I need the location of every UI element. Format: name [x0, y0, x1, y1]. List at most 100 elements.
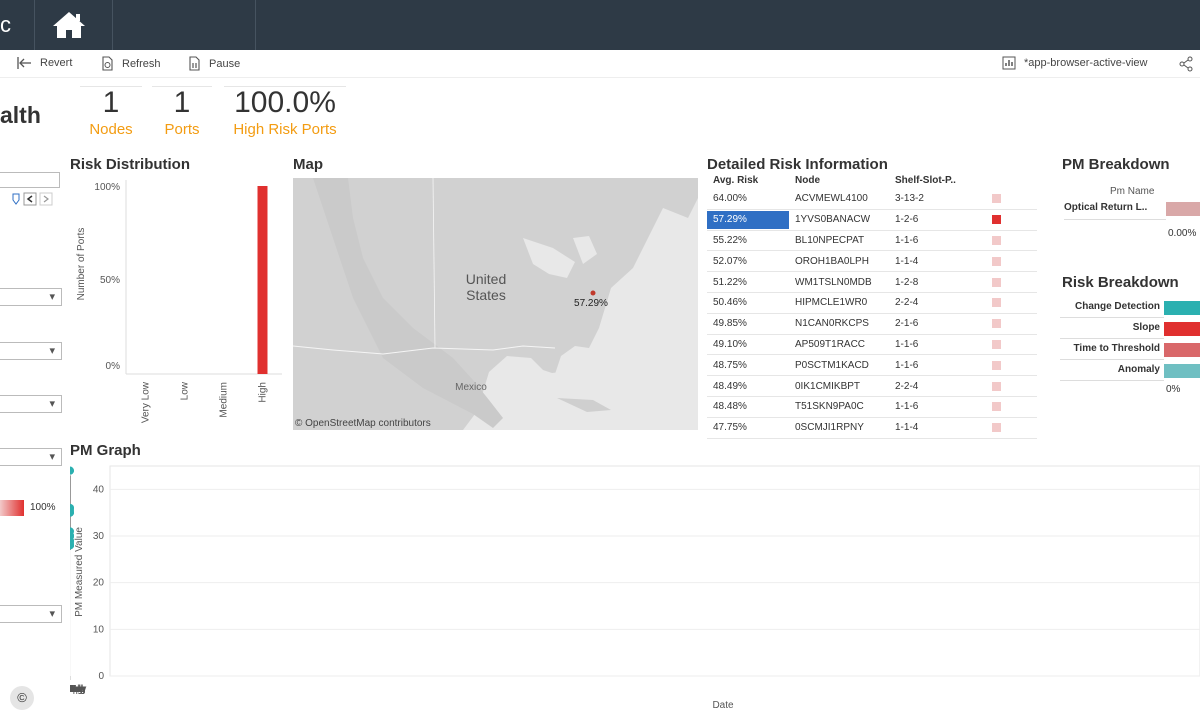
slider-handle-icon[interactable]: [12, 193, 20, 205]
cell-shelf-slot-port: 3-13-2: [895, 193, 924, 205]
pm-graph-chart: PM Measured Value Date 0 10 20 30 40 19 Jan3 …: [70, 465, 1200, 711]
risk-breakdown-bar[interactable]: [1164, 301, 1200, 315]
pm-graph-ytick: 40: [93, 484, 105, 495]
filter-dropdown-3[interactable]: [0, 395, 62, 413]
table-row[interactable]: 48.48% T51SKN9PA0C 1-1-6: [707, 397, 1037, 418]
filter-dropdown-4[interactable]: [0, 448, 62, 466]
table-row[interactable]: 52.07% OROH1BA0LPH 1-1-4: [707, 251, 1037, 273]
risk-breakdown-row[interactable]: Change Detection: [1060, 298, 1200, 318]
cell-shelf-slot-port: 1-1-6: [895, 359, 919, 371]
table-row[interactable]: 47.75% 0SCMJI1RPNY 1-1-4: [707, 418, 1037, 439]
risk-breakdown-bar[interactable]: [1164, 322, 1200, 336]
home-icon[interactable]: [50, 9, 88, 41]
refresh-button[interactable]: Refresh: [100, 56, 161, 71]
table-row[interactable]: 49.85% N1CAN0RKCPS 2-1-6: [707, 314, 1037, 335]
risk-breakdown-bar[interactable]: [1164, 364, 1200, 378]
pm-graph-ytick: 20: [93, 578, 105, 589]
filter-text-input[interactable]: [0, 172, 60, 188]
map-view[interactable]: United States Mexico 57.29% © OpenStreet…: [293, 178, 698, 430]
map-marker[interactable]: [590, 290, 596, 296]
cell-avg-risk: 48.48%: [713, 401, 747, 413]
risk-breakdown-bar[interactable]: [1164, 343, 1200, 357]
filter-dropdown-1[interactable]: [0, 288, 62, 306]
pm-graph-xtick: 31 Aug: [70, 684, 86, 695]
detailed-risk-title: Detailed Risk Information: [707, 156, 888, 173]
risk-color-swatch: [991, 381, 1001, 391]
pm-graph-xtick: 19 Jan: [70, 684, 85, 695]
table-row[interactable]: 55.22% BL10NPECPAT 1-1-6: [707, 231, 1037, 252]
cell-node: AP509T1RACC: [795, 338, 866, 350]
kpi-value: 100.0%: [234, 86, 336, 119]
kpi-divider: [152, 86, 212, 87]
color-legend-bar: [0, 500, 24, 516]
pm-graph-xtick: 1 Aug: [70, 684, 83, 695]
prev-button[interactable]: [23, 192, 37, 206]
risk-color-swatch: [991, 235, 1001, 245]
divider: [112, 0, 113, 50]
column-header[interactable]: Shelf-Slot-P..: [895, 175, 956, 186]
refresh-label: Refresh: [122, 57, 161, 70]
table-row[interactable]: 50.46% HIPMCLE1WR0 2-2-4: [707, 293, 1037, 314]
risk-category-label: Medium: [219, 382, 230, 418]
pm-graph-ytick: 10: [93, 624, 105, 635]
risk-breakdown-row[interactable]: Slope: [1060, 319, 1200, 339]
risk-bar-high[interactable]: [257, 186, 268, 374]
pm-breakdown-bar[interactable]: [1166, 202, 1200, 216]
slider-control[interactable]: [10, 192, 60, 206]
table-row[interactable]: 48.75% P0SCTM1KACD 1-1-6: [707, 355, 1037, 377]
risk-dist-ytick: 100%: [94, 182, 120, 193]
risk-breakdown-row[interactable]: Anomaly: [1060, 361, 1200, 381]
pause-label: Pause: [209, 57, 241, 70]
filter-dropdown-2[interactable]: [0, 342, 62, 360]
revert-icon: [17, 57, 31, 69]
cell-shelf-slot-port: 1-1-6: [895, 234, 919, 246]
pm-graph-title: PM Graph: [70, 442, 141, 459]
risk-breakdown-row[interactable]: Time to Threshold: [1060, 340, 1200, 360]
map-label-mexico: Mexico: [455, 382, 487, 393]
view-selector[interactable]: *app-browser-active-view: [1002, 56, 1148, 70]
risk-dist-ytick: 0%: [106, 361, 121, 372]
pm-graph-xtick: 19 Mar: [70, 684, 86, 695]
view-name: *app-browser-active-view: [1024, 57, 1148, 69]
table-row[interactable]: 57.29% 1YVS0BANACW 1-2-6: [707, 210, 1037, 231]
cell-node: WM1TSLN0MDB: [795, 276, 872, 288]
next-button[interactable]: [39, 192, 53, 206]
revert-label: Revert: [40, 57, 73, 69]
cell-avg-risk: 48.75%: [713, 359, 747, 371]
cell-shelf-slot-port: 1-2-6: [895, 214, 919, 226]
column-header[interactable]: Avg. Risk: [713, 175, 759, 186]
pause-button[interactable]: Pause: [187, 56, 240, 71]
cell-node: ACVMEWL4100: [795, 193, 868, 205]
risk-color-swatch: [991, 298, 1001, 308]
map-attribution[interactable]: © OpenStreetMap contributors: [295, 418, 431, 429]
filter-dropdown-5[interactable]: [0, 605, 62, 623]
cell-shelf-slot-port: 1-1-4: [895, 255, 919, 267]
pm-data-point[interactable]: [70, 541, 74, 550]
table-row[interactable]: 49.10% AP509T1RACC 1-1-6: [707, 335, 1037, 356]
toolbar: Revert Refresh Pause *app-browser-active…: [0, 50, 1200, 78]
cell-node: BL10NPECPAT: [795, 234, 865, 246]
pm-data-point[interactable]: [70, 506, 74, 515]
table-row[interactable]: 51.22% WM1TSLN0MDB 1-2-8: [707, 272, 1037, 293]
cell-avg-risk: 57.29%: [707, 210, 789, 229]
cell-shelf-slot-port: 2-2-4: [895, 380, 919, 392]
detailed-risk-table: Avg. Risk Node Shelf-Slot-P.. 64.00% ACVM…: [707, 175, 1037, 439]
cell-avg-risk: 49.85%: [713, 318, 747, 330]
revert-button[interactable]: Revert: [16, 56, 72, 70]
table-row[interactable]: 64.00% ACVMEWL4100 3-13-2: [707, 189, 1037, 210]
column-header[interactable]: Node: [795, 175, 820, 186]
risk-color-swatch: [991, 423, 1001, 433]
risk-color-swatch: [991, 194, 1001, 204]
menu-icon[interactable]: c: [0, 12, 11, 37]
cell-shelf-slot-port: 1-1-6: [895, 338, 919, 350]
pm-breakdown-row-label[interactable]: Optical Return L..: [1064, 202, 1148, 213]
pause-icon: [189, 56, 200, 71]
risk-color-swatch: [991, 319, 1001, 329]
bar-chart-icon: [1002, 56, 1016, 70]
pm-breakdown-value: 0.00%: [1168, 228, 1197, 239]
share-button[interactable]: [1178, 56, 1194, 72]
table-row[interactable]: 48.49% 0IK1CMIKBPT 2-2-4: [707, 376, 1037, 397]
pm-data-point[interactable]: [70, 466, 74, 475]
cell-node: P0SCTM1KACD: [795, 359, 869, 371]
pm-graph-xtick: 4 Mar: [70, 684, 83, 695]
